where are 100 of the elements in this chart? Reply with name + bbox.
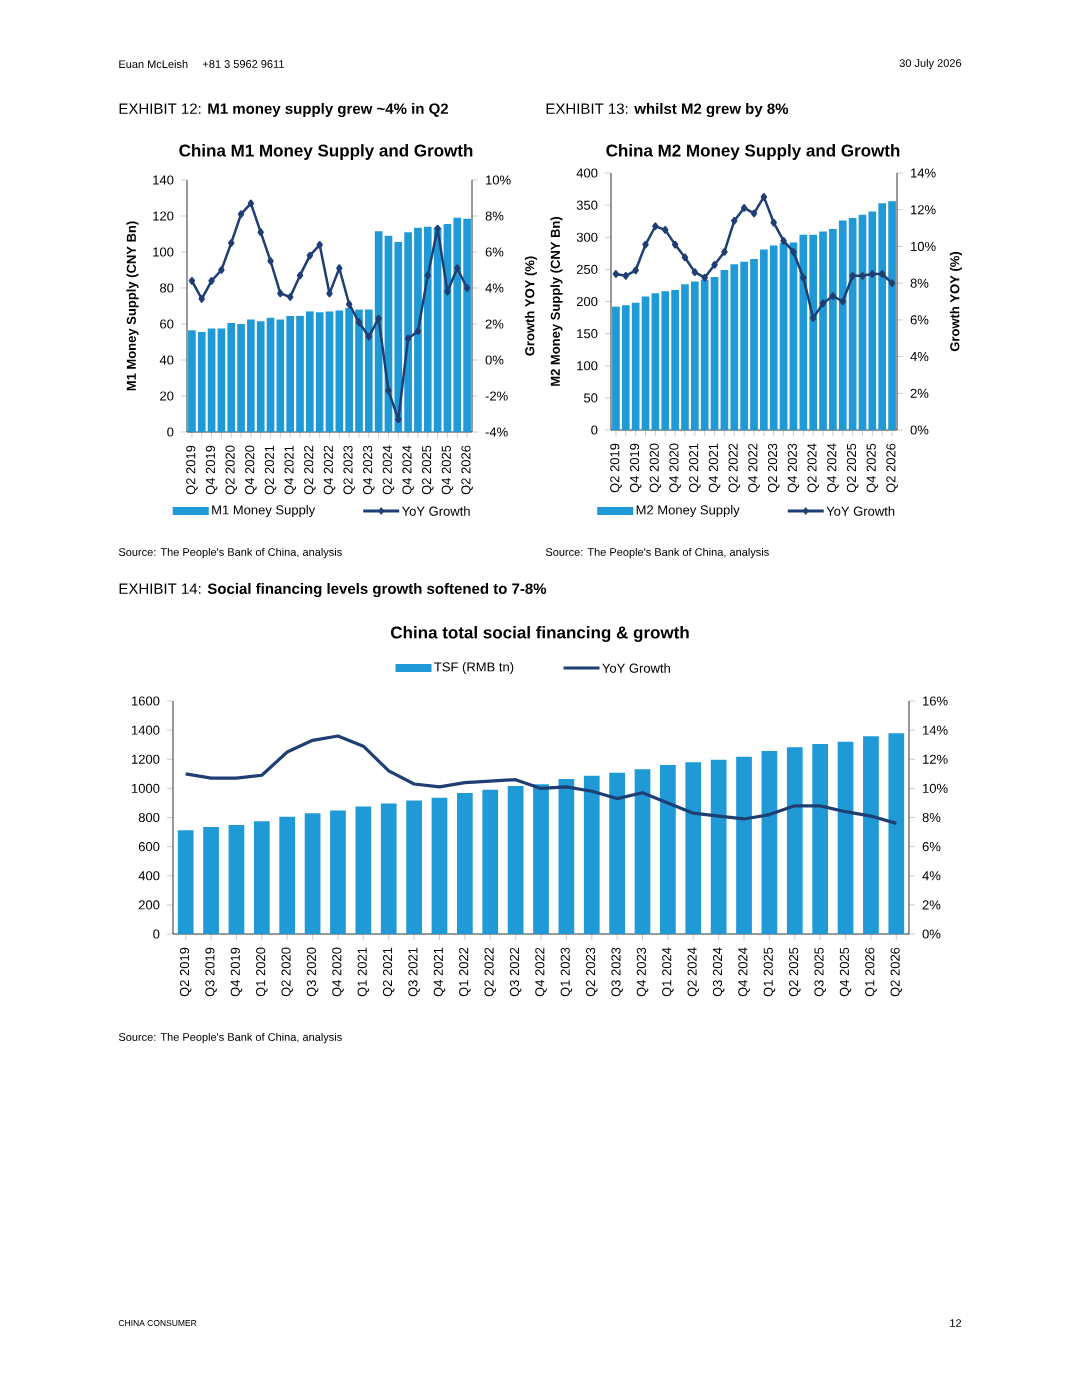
bar	[819, 231, 827, 431]
x-tick-label: Q3 2022	[509, 947, 522, 997]
bar	[760, 249, 768, 431]
x-tick-label: Q3 2020	[306, 947, 319, 997]
x-tick-label: Q4 2022	[535, 947, 547, 997]
y2-tick-label: 12%	[923, 754, 948, 764]
x-tick-label: Q4 2025	[839, 947, 852, 997]
y-tick-label: 0	[591, 425, 598, 435]
bar	[431, 797, 448, 935]
x-tick-label: Q2 2026	[461, 445, 473, 495]
x-tick-label: Q4 2023	[636, 947, 649, 997]
y2-tick-label: 4%	[485, 283, 504, 293]
y2-tick-label: 4%	[910, 352, 929, 362]
bar	[394, 242, 403, 433]
bar	[750, 259, 758, 431]
chart-subtitle: China M2 Money Supply and Growth	[606, 144, 900, 160]
y2-tick-label: 12%	[911, 205, 936, 215]
y-tick-label: 80	[160, 283, 174, 293]
text: 30 July 2026	[899, 58, 962, 70]
y2-tick-label: 2%	[922, 900, 941, 910]
x-tick-label: Q2 2022	[304, 445, 316, 495]
y-tick-label: 20	[160, 391, 174, 401]
point	[385, 386, 392, 395]
x-tick-label: Q4 2019	[629, 443, 642, 493]
bar	[315, 312, 324, 433]
bar	[237, 324, 245, 433]
bar	[888, 733, 905, 935]
point	[218, 266, 225, 274]
x-tick-label: Q2 2025	[422, 445, 434, 495]
x-tick-label: Q2 2019	[186, 445, 198, 495]
y2-tick-label: 2%	[485, 319, 504, 329]
bar	[736, 756, 752, 935]
x-tick-label: Q2 2019	[610, 443, 622, 493]
y2-tick-label: 0%	[910, 425, 929, 435]
text: +81 3 5962 9611	[202, 60, 284, 68]
bar	[188, 330, 196, 433]
point	[711, 260, 718, 269]
point	[345, 300, 353, 309]
bar	[247, 319, 255, 433]
y-tick-label: 150	[577, 329, 598, 339]
point	[740, 204, 748, 212]
x-tick-label: Q4 2020	[669, 443, 681, 493]
y2-tick-label: 4%	[922, 871, 941, 881]
x-tick-label: Q2 2025	[789, 947, 801, 997]
legend-label: YoY Growth	[602, 663, 670, 673]
x-tick-label: Q1 2024	[662, 947, 674, 997]
y-tick-label: 1400	[132, 725, 160, 735]
source-note: Source: The People's Bank of China, analysis	[118, 547, 342, 559]
y-tick-label: 1200	[132, 754, 160, 764]
y-axis-title: M2 Money Supply (CNY Bn)	[550, 216, 563, 386]
x-tick-label: Q1 2023	[560, 947, 573, 997]
bar	[227, 323, 236, 433]
x-tick-label: Q4 2023	[363, 445, 375, 495]
bar	[276, 319, 285, 433]
y2-tick-label: 8%	[910, 278, 929, 288]
x-tick-label: Q2 2020	[225, 445, 237, 495]
bar	[207, 328, 216, 433]
text: CHINA CONSUMER	[118, 1320, 197, 1327]
bar	[868, 211, 877, 431]
bar	[279, 816, 296, 935]
point	[622, 271, 629, 280]
y2-tick-label: 14%	[923, 725, 948, 735]
point	[750, 209, 758, 218]
y2-tick-label: 6%	[485, 247, 504, 257]
y-tick-label: 200	[576, 296, 598, 307]
bar	[558, 779, 575, 935]
bar	[256, 321, 265, 433]
y2-tick-label: 10%	[486, 175, 511, 185]
legend-label: M1 Money Supply	[212, 504, 316, 518]
point	[306, 251, 314, 260]
point	[404, 334, 412, 343]
y2-tick-label: 16%	[923, 696, 948, 706]
bar	[685, 762, 702, 935]
line-series	[184, 734, 898, 825]
point	[247, 199, 255, 208]
bar	[809, 234, 818, 431]
y-tick-label: 1600	[132, 696, 160, 706]
x-tick-label: Q2 2022	[728, 443, 741, 493]
bar	[789, 242, 798, 431]
y-tick-label: 300	[576, 232, 598, 242]
point	[198, 294, 205, 303]
y-tick-label: 120	[153, 211, 174, 221]
bar	[253, 821, 270, 935]
chart-title: EXHIBIT 14: Social financing levels growth softened to 7-8%	[119, 583, 547, 598]
bar	[228, 825, 245, 935]
bar	[888, 201, 896, 431]
x-tick-label: Q3 2025	[814, 947, 826, 997]
chart-subtitle: China total social financing & growth	[390, 626, 689, 642]
bar	[740, 261, 748, 431]
chart-title: EXHIBIT 13: whilst M2 grew by 8%	[546, 103, 789, 118]
point	[790, 248, 797, 256]
point	[819, 299, 827, 308]
y-tick-label: 60	[160, 319, 174, 329]
bar	[380, 803, 397, 935]
bar	[583, 775, 600, 935]
bar	[507, 786, 524, 935]
x-tick-label: Q2 2020	[281, 947, 293, 997]
point	[662, 226, 669, 234]
point	[228, 239, 235, 247]
bar	[345, 307, 353, 433]
